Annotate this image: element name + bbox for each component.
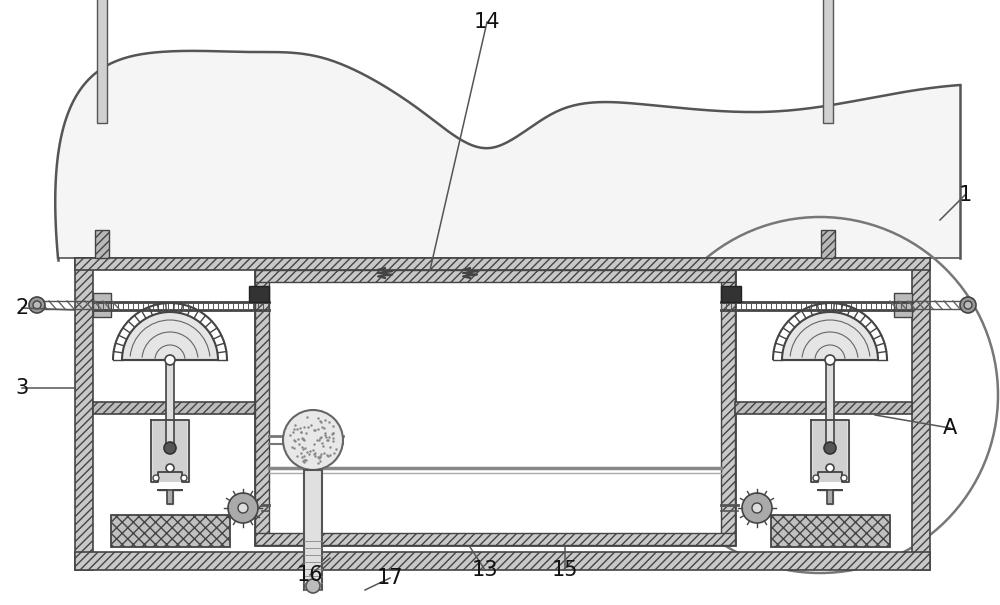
Circle shape [164, 442, 176, 454]
Circle shape [238, 503, 248, 513]
Circle shape [165, 355, 175, 365]
Circle shape [33, 301, 41, 309]
Circle shape [752, 503, 762, 513]
Circle shape [283, 410, 343, 470]
Polygon shape [151, 420, 189, 482]
Wedge shape [782, 312, 878, 360]
Circle shape [166, 464, 174, 472]
Text: 3: 3 [15, 378, 29, 398]
Bar [813, 420, 847, 482]
Circle shape [826, 464, 834, 472]
Bar [111, 515, 230, 547]
Bar [153, 420, 187, 482]
Bar [823, 0, 833, 123]
Circle shape [228, 493, 258, 523]
Polygon shape [55, 51, 960, 258]
Bar [821, 230, 835, 258]
Bar [255, 533, 735, 545]
Circle shape [153, 475, 159, 481]
Circle shape [964, 301, 972, 309]
Text: 14: 14 [474, 12, 500, 32]
Text: 16: 16 [297, 565, 323, 585]
Bar [93, 293, 111, 317]
Text: A: A [943, 418, 957, 438]
Bar [255, 270, 735, 282]
Bar [75, 258, 93, 570]
Bar [75, 258, 930, 270]
Wedge shape [122, 312, 218, 360]
Circle shape [841, 475, 847, 481]
Circle shape [813, 475, 819, 481]
Circle shape [306, 579, 320, 593]
Circle shape [29, 297, 45, 313]
Bar [75, 552, 930, 570]
Bar [166, 360, 174, 448]
Bar [93, 402, 255, 414]
Bar [735, 402, 912, 414]
Bar [826, 360, 834, 448]
Text: 13: 13 [472, 560, 498, 580]
Polygon shape [811, 420, 849, 482]
Circle shape [825, 355, 835, 365]
Bar [97, 0, 107, 123]
Bar [255, 270, 269, 545]
Bar [95, 230, 109, 258]
Bar [304, 470, 322, 590]
Polygon shape [818, 490, 842, 504]
Circle shape [742, 493, 772, 523]
Circle shape [960, 297, 976, 313]
Bar [771, 515, 890, 547]
Text: 1: 1 [958, 185, 972, 205]
Bar [255, 270, 735, 545]
Bar [721, 270, 735, 545]
Bar [721, 286, 741, 302]
Text: 17: 17 [377, 568, 403, 588]
Circle shape [181, 475, 187, 481]
Text: 2: 2 [15, 298, 29, 318]
Bar [912, 258, 930, 570]
Bar [249, 286, 269, 302]
Circle shape [824, 442, 836, 454]
Text: 15: 15 [552, 560, 578, 580]
Polygon shape [158, 490, 182, 504]
Bar [894, 293, 912, 317]
